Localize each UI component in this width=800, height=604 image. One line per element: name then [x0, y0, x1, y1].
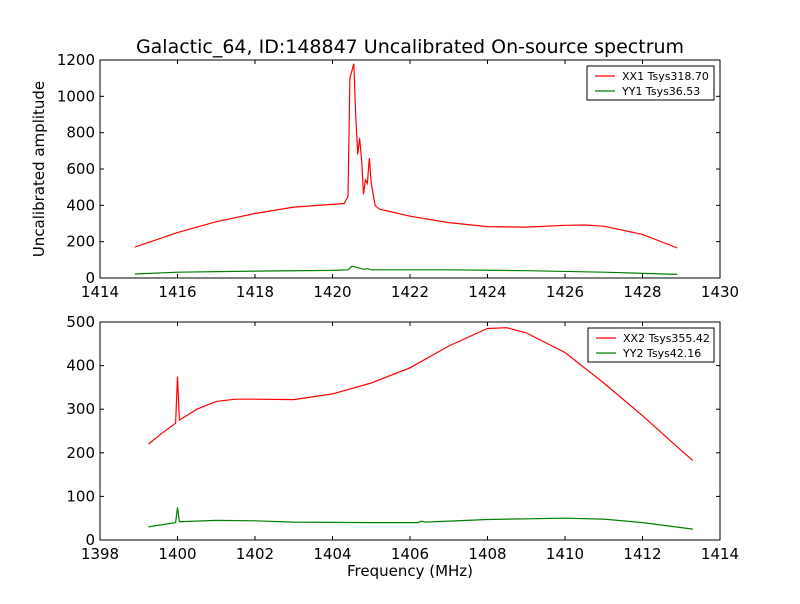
x-tick-label: 1402: [236, 545, 274, 563]
series-line-xx2: [148, 327, 694, 462]
plot-1: 1414 1416 1418 1420 1422 1424 1426 1428 1430 0 200…: [57, 51, 739, 301]
plot-2: 1398 1400 1402 1404 1406 1408 1410 1412 1414 0 100…: [66, 313, 739, 563]
y-tick-label: 100: [66, 487, 95, 505]
y-tick-label: 300: [66, 400, 95, 418]
x-tick-label: 1426: [546, 283, 584, 301]
x-tick-label: 1398: [81, 545, 119, 563]
series-line-yy2: [148, 507, 693, 530]
x-tick-label: 1414: [81, 283, 119, 301]
y-tick-label: 1000: [57, 87, 95, 105]
y-tick-label: 600: [66, 160, 95, 178]
legend-label: XX1 Tsys318.70: [622, 70, 709, 83]
x-tick-label: 1414: [701, 545, 739, 563]
y-tick-label: 1200: [57, 51, 95, 69]
x-axis-label: Frequency (MHz): [347, 562, 473, 580]
legend: XX1 Tsys318.70 YY1 Tsys36.53: [586, 65, 715, 101]
series-line-yy1: [134, 265, 678, 275]
legend-box: [587, 327, 715, 363]
legend-label: YY2 Tsys42.16: [622, 347, 701, 360]
chart-title: Galactic_64, ID:148847 Uncalibrated On-s…: [136, 36, 684, 58]
x-tick-label: 1430: [701, 283, 739, 301]
x-tick-label: 1410: [546, 545, 584, 563]
y-tick-label: 200: [66, 444, 95, 462]
legend-label: XX2 Tsys355.42: [623, 332, 710, 345]
y-tick-label: 500: [66, 313, 95, 331]
legend-box: [586, 65, 715, 101]
x-tick-label: 1428: [623, 283, 661, 301]
y-tick-label: 0: [85, 531, 95, 549]
x-tick-label: 1424: [468, 283, 506, 301]
x-tick-label: 1408: [468, 545, 506, 563]
x-tick-label: 1422: [391, 283, 429, 301]
x-tick-label: 1416: [158, 283, 196, 301]
y-tick-label: 400: [66, 357, 95, 375]
y-tick-label: 800: [66, 124, 95, 142]
legend-label: YY1 Tsys36.53: [621, 85, 700, 98]
x-tick-label: 1418: [236, 283, 274, 301]
legend: XX2 Tsys355.42 YY2 Tsys42.16: [587, 327, 715, 363]
x-tick-label: 1400: [158, 545, 196, 563]
y-tick-label: 400: [66, 196, 95, 214]
y-tick-label: 0: [85, 269, 95, 287]
x-tick-label: 1406: [391, 545, 429, 563]
y-axis-label: Uncalibrated amplitude: [30, 81, 48, 257]
x-tick-label: 1412: [623, 545, 661, 563]
y-tick-label: 200: [66, 233, 95, 251]
series-line-xx1: [134, 63, 678, 249]
x-tick-label: 1420: [313, 283, 351, 301]
x-tick-label: 1404: [313, 545, 351, 563]
